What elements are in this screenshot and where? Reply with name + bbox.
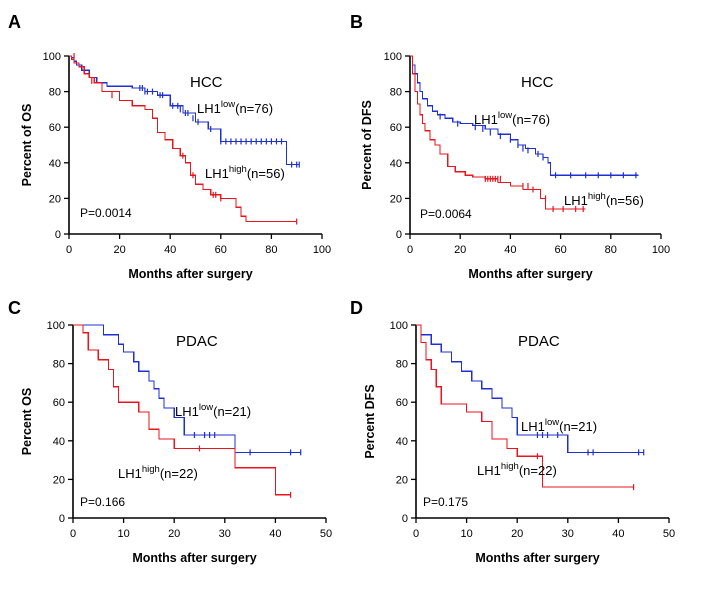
y-tick-label: 20 — [53, 474, 65, 486]
x-tick-label: 100 — [313, 244, 331, 256]
panel-B: B 0 20 40 60 80 100 0 20 40 60 80 100 Months after su… — [350, 12, 670, 281]
y-tick-label: 20 — [396, 474, 408, 486]
y-tick-label: 40 — [396, 436, 408, 448]
x-tick-label: 80 — [605, 244, 617, 256]
y-tick-label: 0 — [55, 229, 61, 241]
survival-curve-low — [416, 324, 644, 453]
series-label-high: LH1high(n=22) — [477, 461, 557, 478]
p-value: P=0.0014 — [80, 206, 132, 220]
y-tick-label: 100 — [47, 320, 65, 332]
survival-curve-low — [69, 55, 300, 166]
y-tick-label: 60 — [390, 122, 402, 134]
x-axis-title: Months after surgery — [475, 551, 599, 565]
chart-title: PDAC — [518, 333, 560, 350]
y-axis-title: Percent DFS — [363, 384, 377, 458]
chart-title: PDAC — [176, 333, 218, 350]
panel-C: C 0 10 20 30 40 50 0 20 40 60 80 100 Months after sur… — [8, 298, 332, 565]
series-label-low: LH1low(n=76) — [197, 99, 273, 116]
series-label-high: LH1high(n=56) — [205, 164, 285, 181]
x-tick-label: 60 — [215, 244, 227, 256]
y-tick-label: 60 — [53, 397, 65, 409]
series-label-low: LH1low(n=76) — [474, 110, 550, 127]
x-tick-label: 40 — [504, 244, 516, 256]
p-value: P=0.166 — [80, 495, 125, 509]
x-tick-label: 20 — [511, 528, 523, 540]
x-axis-title: Months after surgery — [468, 267, 592, 281]
y-tick-label: 80 — [49, 87, 61, 99]
series-label-high: LH1high(n=56) — [564, 191, 644, 208]
y-axis-title: Percent of OS — [20, 104, 34, 187]
survival-curve-high — [416, 324, 634, 488]
y-tick-label: 20 — [390, 193, 402, 205]
y-tick-label: 80 — [390, 87, 402, 99]
series-label-low: LH1low(n=21) — [175, 402, 251, 419]
x-axis-title: Months after surgery — [132, 551, 256, 565]
p-value: P=0.0064 — [420, 207, 472, 221]
survival-curve-high — [69, 55, 297, 223]
y-tick-label: 100 — [390, 320, 408, 332]
survival-curve-high — [410, 55, 586, 210]
x-tick-label: 40 — [269, 528, 281, 540]
x-axis-title: Months after surgery — [128, 267, 252, 281]
x-tick-label: 30 — [219, 528, 231, 540]
x-tick-label: 40 — [612, 528, 624, 540]
panel-letter: C — [8, 298, 21, 318]
x-tick-label: 80 — [265, 244, 277, 256]
x-tick-label: 0 — [407, 244, 413, 256]
survival-curve-low — [410, 55, 639, 176]
x-tick-label: 20 — [454, 244, 466, 256]
x-tick-label: 30 — [562, 528, 574, 540]
x-tick-label: 10 — [117, 528, 129, 540]
y-tick-label: 100 — [43, 51, 61, 63]
x-tick-label: 0 — [70, 528, 76, 540]
y-tick-label: 40 — [390, 158, 402, 170]
panel-letter: A — [8, 12, 21, 32]
y-tick-label: 40 — [49, 158, 61, 170]
survival-curve-high — [73, 324, 291, 496]
series-label-high: LH1high(n=22) — [118, 464, 198, 481]
panel-letter: D — [350, 298, 363, 318]
panel-letter: B — [350, 12, 363, 32]
p-value: P=0.175 — [423, 495, 468, 509]
chart-title: HCC — [521, 74, 554, 91]
x-tick-label: 10 — [460, 528, 472, 540]
y-tick-label: 100 — [384, 51, 402, 63]
y-tick-label: 40 — [53, 436, 65, 448]
panel-D: D 0 10 20 30 40 50 0 20 40 60 80 100 Months after sur… — [350, 298, 675, 565]
series-label-low: LH1low(n=21) — [521, 417, 597, 434]
x-tick-label: 100 — [652, 244, 670, 256]
y-tick-label: 80 — [53, 359, 65, 371]
x-tick-label: 0 — [413, 528, 419, 540]
y-tick-label: 60 — [396, 397, 408, 409]
x-tick-label: 20 — [168, 528, 180, 540]
x-tick-label: 0 — [66, 244, 72, 256]
y-tick-label: 0 — [59, 513, 65, 525]
x-tick-label: 60 — [554, 244, 566, 256]
x-tick-label: 20 — [113, 244, 125, 256]
y-axis-title: Percent OS — [20, 388, 34, 455]
x-tick-label: 50 — [320, 528, 332, 540]
y-tick-label: 80 — [396, 359, 408, 371]
x-tick-label: 40 — [164, 244, 176, 256]
chart-title: HCC — [190, 74, 223, 91]
y-tick-label: 20 — [49, 193, 61, 205]
y-tick-label: 0 — [396, 229, 402, 241]
y-tick-label: 60 — [49, 122, 61, 134]
x-tick-label: 50 — [663, 528, 675, 540]
panel-A: A 0 20 40 60 80 100 0 20 40 60 80 100 Months after su… — [8, 12, 331, 281]
survival-curve-low — [73, 324, 301, 453]
y-tick-label: 0 — [402, 513, 408, 525]
y-axis-title: Percent of DFS — [360, 100, 374, 190]
